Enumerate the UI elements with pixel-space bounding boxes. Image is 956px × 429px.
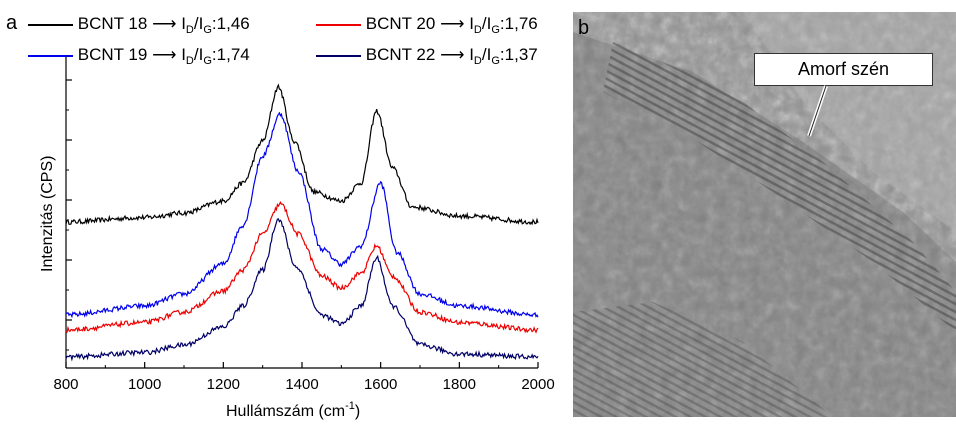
x-axis-label: Hullámszám (cm-1) [226,400,360,420]
x-tick-label: 1400 [285,376,318,393]
arrow-icon: ⟶ [152,14,177,33]
raman-chart: 800 1000 1200 1400 1600 1800 2000 Hullámszám (… [39,57,555,420]
legend-item-bcnt20: BCNT 20 ⟶ ID/IG:1,76 [316,14,538,36]
ratio-label: ID/IG:1,46 [181,14,250,36]
x-tick-label: 1000 [128,376,161,393]
x-tick-label: 1200 [207,376,240,393]
legend-series-name: BCNT 19 [77,45,148,64]
panel-b-label: b [578,17,590,39]
arrow-icon: ⟶ [440,14,465,33]
legend-swatch [316,23,361,26]
series-lines [65,83,539,362]
legend-swatch [316,54,361,57]
x-tick-label: 1800 [443,376,476,393]
y-ticks [66,79,72,351]
arrow-icon: ⟶ [152,45,177,64]
legend-series-name: BCNT 20 [365,14,436,33]
ratio-label: ID/IG:1,37 [469,45,538,67]
series-line-bcnt-20 [65,201,539,334]
x-tick-label: 2000 [521,376,554,393]
x-tick-label: 800 [53,376,78,393]
legend-item-bcnt18: BCNT 18 ⟶ ID/IG:1,46 [28,14,250,36]
legend-swatch [28,54,73,57]
x-ticks: 800 1000 1200 1400 1600 1800 2000 [53,362,555,393]
series-line-bcnt-19 [65,111,539,319]
arrow-icon: ⟶ [440,45,465,64]
ratio-label: ID/IG:1,76 [469,14,538,36]
panel-a-label: a [6,12,18,34]
callout-pointer [807,85,828,137]
legend-series-name: BCNT 18 [77,14,148,33]
legend-swatch [28,23,73,26]
series-line-bcnt-18 [65,83,539,226]
legend-series-name: BCNT 22 [365,45,436,64]
series-line-bcnt-22 [65,218,539,362]
ratio-label: ID/IG:1,74 [181,45,250,67]
y-axis-label: Intenzitás (CPS) [39,156,56,272]
x-tick-label: 1600 [364,376,397,393]
legend-item-bcnt22: BCNT 22 ⟶ ID/IG:1,37 [316,45,538,67]
amorphous-carbon-callout: Amorf szén [754,53,933,86]
legend-item-bcnt19: BCNT 19 ⟶ ID/IG:1,74 [28,45,250,67]
